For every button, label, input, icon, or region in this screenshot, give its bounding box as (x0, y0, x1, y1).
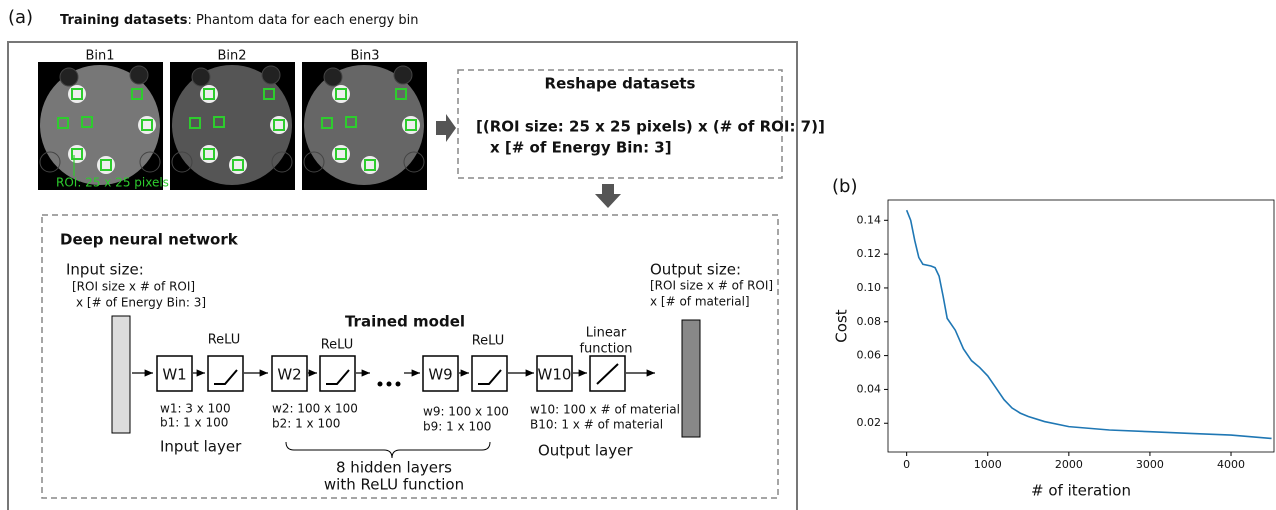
x-tick-label: 4000 (1217, 458, 1245, 471)
x-axis-label: # of iteration (1031, 482, 1131, 500)
output-desc: [ROI size x # of ROI] (650, 279, 773, 293)
insert (200, 145, 218, 163)
activation-box (472, 356, 507, 391)
y-tick-label: 0.04 (857, 382, 882, 395)
insert (229, 156, 247, 174)
down-arrow (595, 184, 621, 208)
layer-note: w10: 100 x # of material (530, 403, 680, 417)
y-tick-label: 0.12 (857, 247, 882, 260)
insert (332, 145, 350, 163)
weight-label: W10 (538, 366, 572, 384)
reshape-title: Reshape datasets (545, 75, 696, 93)
layer-note: w1: 3 x 100 (160, 402, 231, 416)
layer-note: B10: 1 x # of material (530, 418, 663, 432)
output-size: Output size: (650, 261, 741, 279)
panel-label: (b) (832, 176, 857, 197)
activation-box (208, 356, 243, 391)
x-tick-label: 3000 (1136, 458, 1164, 471)
y-tick-label: 0.08 (857, 315, 882, 328)
insert (192, 68, 210, 86)
x-tick-label: 0 (903, 458, 910, 471)
plot-frame (888, 200, 1274, 452)
insert (262, 66, 280, 84)
insert (361, 156, 379, 174)
trained-model: Trained model (345, 313, 465, 331)
heading: Training datasets: Phantom data for each… (60, 13, 419, 28)
y-tick-label: 0.06 (857, 349, 882, 362)
bin-label: Bin3 (350, 49, 379, 64)
roi-note: ROI: 25 x 25 pixels (56, 176, 169, 190)
weight-label: W1 (162, 366, 186, 384)
insert (60, 68, 78, 86)
y-tick-label: 0.10 (857, 281, 882, 294)
bin-label: Bin1 (85, 49, 114, 64)
insert (324, 68, 342, 86)
insert (402, 116, 420, 134)
dot (378, 382, 383, 387)
insert (68, 145, 86, 163)
layer-note: b1: 1 x 100 (160, 416, 228, 430)
insert (97, 156, 115, 174)
figure: (a) Training datasets: Phantom data for … (0, 0, 1276, 510)
y-tick-label: 0.14 (857, 213, 882, 226)
x-tick-label: 2000 (1055, 458, 1083, 471)
x-tick-label: 1000 (974, 458, 1002, 471)
heading-bold: Training datasets (60, 13, 188, 28)
bin-label: Bin2 (217, 49, 246, 64)
reshape-line: x [# of Energy Bin: 3] (490, 139, 672, 157)
brace (286, 442, 490, 458)
cost-line (907, 210, 1272, 438)
insert (68, 85, 86, 103)
reshape-line: [(ROI size: 25 x 25 pixels) x (# of ROI:… (476, 118, 825, 136)
y-axis-label: Cost (833, 309, 851, 342)
input-layer: Input layer (160, 438, 242, 456)
insert (332, 85, 350, 103)
dnn-title: Deep neural network (60, 231, 239, 249)
dot (396, 382, 401, 387)
layer-note: b2: 1 x 100 (272, 417, 340, 431)
insert (270, 116, 288, 134)
heading-rest: : Phantom data for each energy bin (187, 13, 418, 28)
input-desc: [ROI size x # of ROI] (72, 280, 195, 294)
input-desc: x [# of Energy Bin: 3] (76, 296, 206, 310)
activation-box (320, 356, 355, 391)
hidden-note: with ReLU function (324, 476, 464, 494)
layer-note: b9: 1 x 100 (423, 420, 491, 434)
dot (387, 382, 392, 387)
dnn-box (42, 215, 778, 498)
output-desc: x [# of material] (650, 295, 750, 309)
weight-label: W2 (277, 366, 301, 384)
y-tick-label: 0.02 (857, 416, 882, 429)
layer-note: w9: 100 x 100 (423, 405, 509, 419)
insert (138, 116, 156, 134)
insert (394, 66, 412, 84)
activation-label: ReLU (208, 333, 241, 348)
output-layer: Output layer (538, 442, 633, 460)
activation-label: ReLU (321, 338, 354, 353)
layer-note: w2: 100 x 100 (272, 402, 358, 416)
input-size: Input size: (66, 261, 144, 279)
weight-label: W9 (428, 366, 452, 384)
hidden-note: 8 hidden layers (336, 459, 452, 477)
output-bar (682, 320, 700, 437)
panel-label: (a) (8, 7, 33, 28)
linear-label: Linear (586, 326, 627, 341)
insert (200, 85, 218, 103)
insert (130, 66, 148, 84)
linear-label: function (579, 342, 632, 357)
input-bar (112, 316, 130, 433)
activation-label: ReLU (472, 334, 505, 349)
right-arrow (436, 114, 456, 142)
